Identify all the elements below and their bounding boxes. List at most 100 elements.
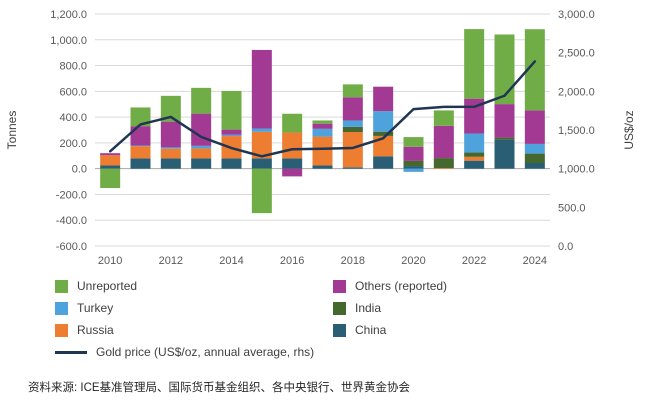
bar-segment: [251, 131, 272, 159]
gold-price-line: [108, 60, 537, 158]
bar-segment: [494, 137, 515, 140]
x-axis-tick: 2014: [219, 255, 243, 267]
chart-legend: Unreported Others (reported) Turkey India Ru…: [55, 280, 648, 359]
right-axis-tick: 3,000.0: [558, 9, 595, 21]
bar-segment: [433, 168, 454, 169]
legend-label: India: [355, 301, 382, 315]
right-axis-tick: 2,500.0: [558, 48, 595, 60]
bar-segment: [524, 29, 545, 111]
x-axis-tick: 2012: [159, 255, 183, 267]
bar-segment: [191, 148, 212, 159]
bar-segment: [524, 162, 545, 169]
x-axis-tick: 2010: [98, 255, 122, 267]
bar-segment: [282, 168, 303, 177]
legend-label: Turkey: [77, 301, 114, 315]
bar-segment: [342, 97, 363, 121]
central-bank-gold-chart: 1,200.0 1,000.0 800.0 600.0 400.0 200.0 0.0 -20…: [5, 9, 636, 267]
bar-segment: [160, 158, 181, 169]
bar-segment: [251, 168, 272, 214]
bar-segment: [251, 158, 272, 169]
bar-segment: [464, 29, 485, 99]
bar-segment: [160, 95, 181, 122]
bar-segment: [160, 148, 181, 159]
x-axis-tick: 2018: [341, 255, 365, 267]
x-axis-tick: 2016: [280, 255, 304, 267]
right-axis-tick: 2,000.0: [558, 86, 595, 98]
bar-segment: [403, 146, 424, 161]
left-axis-tick: 400.0: [59, 112, 87, 124]
right-axis-tick: 1,000.0: [558, 164, 595, 176]
x-axis-tick: 2024: [523, 255, 547, 267]
bar-segment: [433, 110, 454, 126]
bar-segment: [373, 111, 394, 132]
bar-segment: [100, 153, 121, 156]
bar-segment: [312, 123, 333, 129]
left-axis-tick: -200.0: [56, 189, 87, 201]
bar-segment: [342, 132, 363, 168]
legend-line-swatch: [55, 351, 87, 354]
bar-segment: [221, 129, 242, 135]
bar-segment: [312, 165, 333, 169]
bar-segment: [373, 131, 394, 136]
bar-segment: [221, 134, 242, 137]
bar-segment: [342, 167, 363, 169]
left-axis-tick: -600.0: [56, 241, 87, 253]
left-axis-tick: 1,200.0: [50, 9, 87, 21]
bar-segment: [494, 34, 515, 105]
bar-segment: [373, 156, 394, 169]
bar-segment: [312, 136, 333, 166]
bar-segment: [100, 168, 121, 188]
bar-segment: [524, 153, 545, 163]
legend-label: Russia: [77, 323, 114, 337]
bar-segment: [464, 152, 485, 157]
x-axis-tick: 2020: [401, 255, 425, 267]
bar-segment: [130, 145, 151, 147]
x-axis-tick: 2022: [462, 255, 486, 267]
legend-color-swatch: [55, 280, 68, 293]
bar-segment: [342, 84, 363, 98]
bar-segment: [464, 160, 485, 169]
bar-segment: [100, 155, 121, 166]
right-axis-title: US$/oz: [622, 110, 636, 149]
bar-segment: [191, 158, 212, 169]
left-axis-tick: 600.0: [59, 86, 87, 98]
left-axis-tick: 800.0: [59, 61, 87, 73]
bar-segment: [403, 168, 424, 172]
legend-item-india: India: [333, 302, 648, 315]
left-axis-tick: 0.0: [72, 164, 87, 176]
legend-item-turkey: Turkey: [55, 302, 333, 315]
legend-item-unreported: Unreported: [55, 280, 333, 293]
legend-item-russia: Russia: [55, 324, 333, 337]
bar-segment: [130, 126, 151, 146]
bar-segment: [524, 110, 545, 144]
legend-item-others-reported: Others (reported): [333, 280, 648, 293]
right-axis-tick: 500.0: [558, 202, 586, 214]
legend-label: Others (reported): [355, 279, 448, 293]
bar-segment: [312, 128, 333, 137]
bar-segment: [403, 137, 424, 147]
bar-segment: [251, 128, 272, 132]
bar-segment: [403, 166, 424, 169]
left-axis-tick: -400.0: [56, 215, 87, 227]
bar-segment: [342, 126, 363, 133]
bar-segment: [433, 125, 454, 159]
bar-segment: [191, 145, 212, 149]
bar-segment: [191, 113, 212, 146]
bar-segment: [373, 86, 394, 112]
bar-segment: [494, 104, 515, 138]
legend-color-swatch: [333, 280, 346, 293]
bar-segment: [282, 132, 303, 159]
bar-segment: [524, 143, 545, 154]
right-axis-tick: 1,500.0: [558, 125, 595, 137]
legend-item-china: China: [333, 324, 648, 337]
legend-color-swatch: [333, 302, 346, 315]
legend-color-swatch: [333, 324, 346, 337]
bar-segment: [221, 158, 242, 169]
bar-segment: [282, 158, 303, 169]
left-axis-tick: 200.0: [59, 138, 87, 150]
legend-item-gold-price-us-oz-annual-average-rhs: Gold price (US$/oz, annual average, rhs): [55, 346, 648, 359]
bar-segment: [160, 121, 181, 148]
bar-segment: [130, 107, 151, 127]
legend-label: China: [355, 323, 387, 337]
